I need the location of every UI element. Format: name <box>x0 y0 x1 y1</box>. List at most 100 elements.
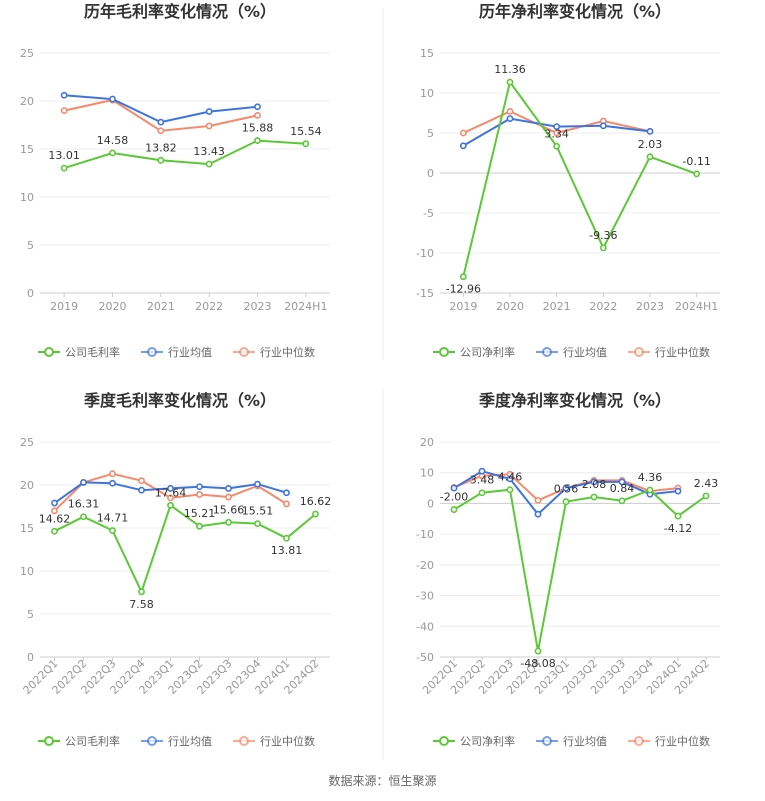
series-line-company <box>462 81 698 277</box>
data-point-avg <box>618 478 626 486</box>
data-point-company <box>225 518 232 526</box>
data-point-company <box>254 137 261 144</box>
data-point-company <box>450 506 458 513</box>
data-label: 16.62 <box>300 495 332 508</box>
legend-label-company: 公司毛利率 <box>65 345 120 359</box>
legend-label-avg: 行业均值 <box>563 346 607 359</box>
data-point-company <box>553 142 561 150</box>
data-label: -48.08 <box>520 657 555 670</box>
legend-label-median: 行业中位数 <box>260 734 315 748</box>
data-point-company <box>283 534 290 542</box>
data-point-avg <box>109 95 116 103</box>
data-label: 4.36 <box>638 471 663 484</box>
data-point-median <box>157 127 165 135</box>
data-label: 3.48 <box>470 474 495 487</box>
chart-panel-3: 季度毛利率变化情况（%）05101520252022Q12022Q22022Q3… <box>20 391 331 748</box>
x-tick-label: 2020 <box>99 300 127 313</box>
data-label: 14.71 <box>97 511 129 524</box>
data-point-avg <box>506 115 514 122</box>
y-tick-label: 10 <box>20 191 34 204</box>
data-point-avg <box>478 467 486 475</box>
chart-title: 季度净利率变化情况（%） <box>478 391 671 410</box>
y-tick-label: 20 <box>20 95 34 108</box>
y-tick-label: -10 <box>416 247 434 260</box>
data-point-avg <box>167 485 174 492</box>
legend-label-avg: 行业均值 <box>168 735 212 748</box>
legend-swatch-marker-median <box>239 736 249 746</box>
legend: 公司净利率 行业均值 行业中位数 <box>433 345 710 359</box>
data-point-avg <box>562 484 570 492</box>
chart-panel-1: 历年毛利率变化情况（%） 0 5 10 15 20 25 2019 2020 2021 2022 20… <box>20 2 330 359</box>
data-label: 15.66 <box>213 503 245 516</box>
y-tick-label: 5 <box>427 127 434 140</box>
data-label: -2.00 <box>440 491 468 504</box>
data-point-avg <box>196 483 203 491</box>
x-tick-label: 2019 <box>449 300 477 313</box>
legend-swatch-marker-avg <box>147 736 157 746</box>
data-point-company <box>590 493 598 501</box>
data-label: 14.58 <box>97 134 129 147</box>
legend-swatch-marker-avg <box>542 347 552 357</box>
y-tick-label: -10 <box>416 528 434 541</box>
series-line-company <box>63 139 306 170</box>
data-point-avg <box>225 485 232 492</box>
legend: 公司毛利率 行业均值 行业中位数 <box>38 345 315 359</box>
chart-panel-2: 历年净利率变化情况（%） -15 -10 -5 0 5 10 15 2019 2020 2021 20… <box>416 2 720 359</box>
chart-title: 季度毛利率变化情况（%） <box>83 391 276 410</box>
data-point-company <box>646 486 654 494</box>
legend-swatch-marker-company <box>44 736 54 746</box>
data-point-company <box>80 513 87 521</box>
chart-title: 历年毛利率变化情况（%） <box>84 2 276 21</box>
x-tick-label: 2022 <box>195 300 223 313</box>
x-tick-label: 2023 <box>636 300 664 313</box>
data-label: 15.21 <box>184 507 216 520</box>
data-point-median <box>534 496 542 504</box>
data-point-median <box>225 493 232 501</box>
y-tick-label: 10 <box>420 87 434 100</box>
data-point-avg <box>674 487 682 495</box>
data-point-company <box>534 647 542 655</box>
data-label: -4.12 <box>664 522 692 535</box>
y-tick-label: 20 <box>420 436 434 449</box>
data-point-avg <box>553 123 561 130</box>
data-point-company <box>109 527 116 534</box>
data-point-avg <box>254 103 261 111</box>
data-point-company <box>60 164 68 172</box>
data-label: 14.62 <box>39 512 71 525</box>
y-tick-label: 10 <box>20 565 34 578</box>
data-label: 15.51 <box>242 505 274 518</box>
data-point-avg <box>506 475 514 483</box>
data-point-company <box>599 244 607 252</box>
chart-title: 历年净利率变化情况（%） <box>479 2 671 21</box>
data-point-avg <box>51 499 58 507</box>
x-tick-label: 2021 <box>543 300 571 313</box>
x-tick-label: 2024H1 <box>675 300 718 313</box>
data-point-avg <box>646 127 654 135</box>
data-point-company <box>506 486 514 494</box>
data-point-median <box>109 470 116 478</box>
y-tick-label: -15 <box>416 287 434 300</box>
data-point-avg <box>599 122 607 130</box>
data-point-company <box>138 588 145 596</box>
legend-swatch-marker-avg <box>542 736 552 746</box>
data-point-avg <box>109 479 116 487</box>
legend-label-median: 行业中位数 <box>655 345 710 359</box>
data-point-median <box>254 112 261 119</box>
data-point-median <box>138 477 145 485</box>
data-label: 2.08 <box>582 478 607 491</box>
data-label: 0.84 <box>610 482 635 495</box>
data-point-median <box>60 107 68 114</box>
data-label: 7.58 <box>129 598 154 611</box>
data-label: 13.82 <box>145 141 177 154</box>
data-point-company <box>459 273 467 281</box>
data-point-avg <box>60 91 68 99</box>
x-tick-label: 2020 <box>496 300 524 313</box>
data-label: 15.88 <box>242 122 274 135</box>
data-point-company <box>167 501 174 509</box>
y-tick-label: 15 <box>20 143 34 156</box>
legend-label-median: 行业中位数 <box>655 734 710 748</box>
data-label: -12.96 <box>446 283 481 296</box>
data-label: 17.64 <box>155 486 187 499</box>
y-tick-label: 0 <box>27 287 34 300</box>
data-point-avg <box>283 489 290 497</box>
